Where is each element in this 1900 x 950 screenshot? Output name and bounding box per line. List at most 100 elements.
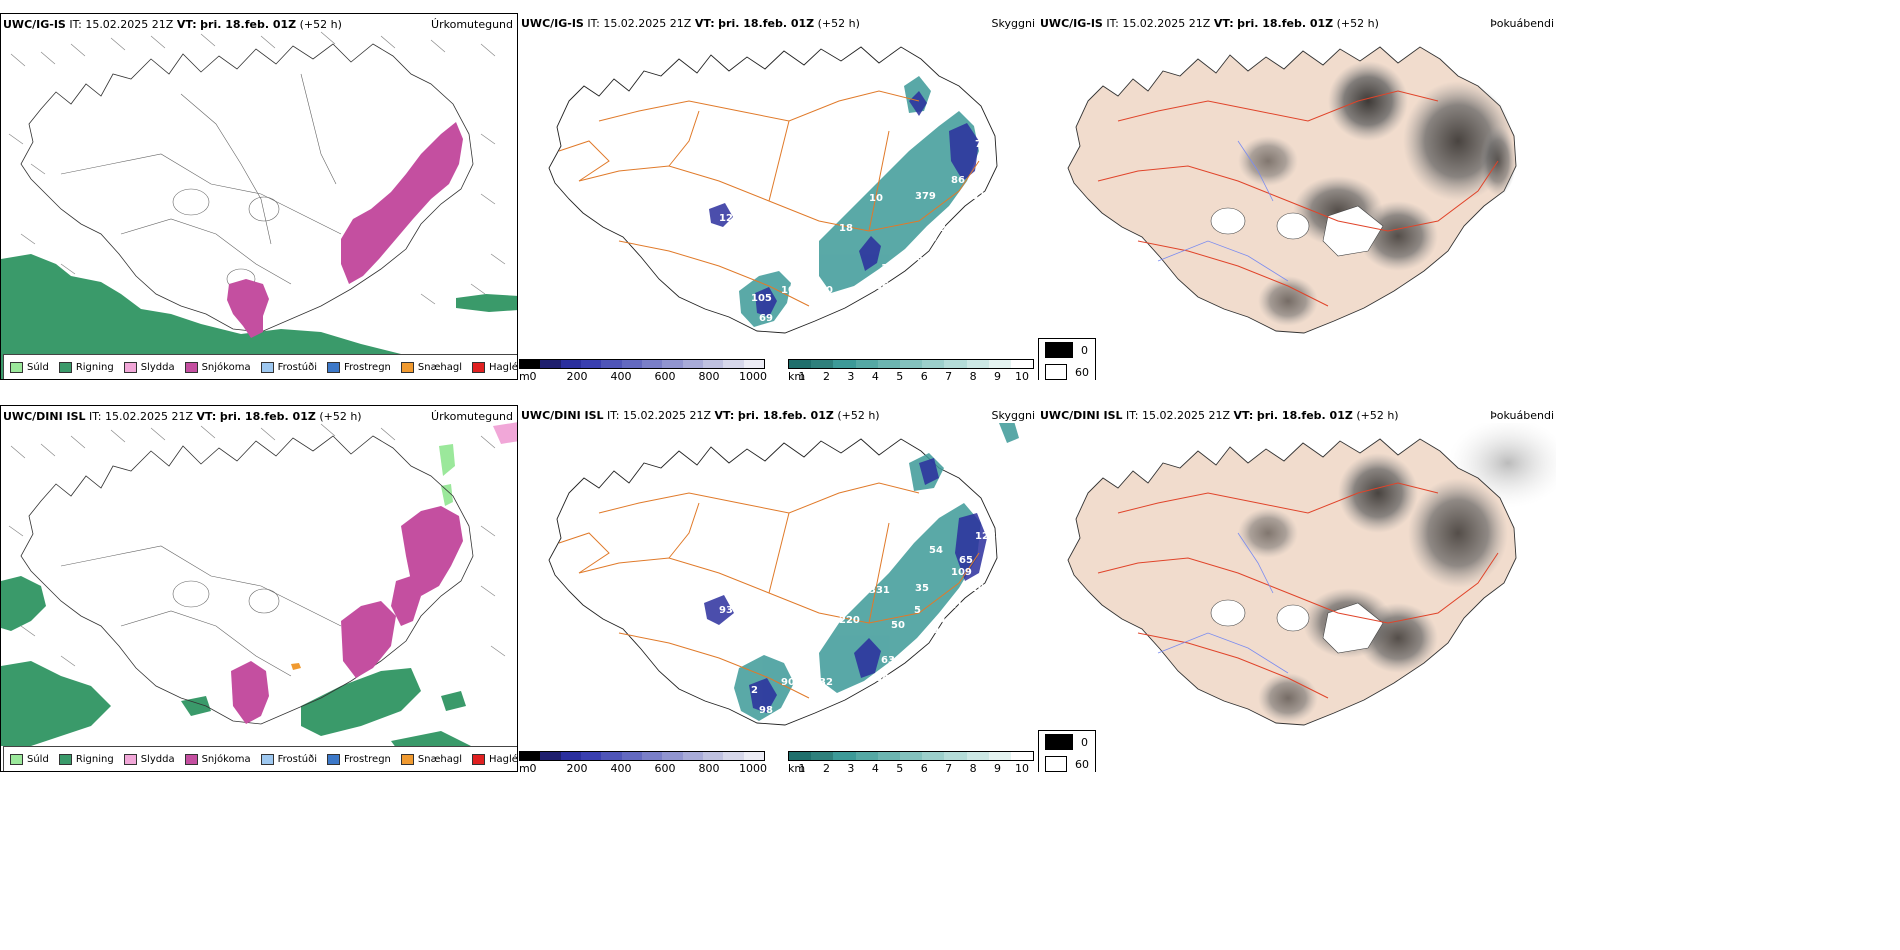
fog-index-map[interactable]: [1038, 423, 1556, 753]
cloud-colorbar-tick: 3: [847, 370, 855, 380]
visibility-label: 117: [797, 271, 818, 282]
precip-map[interactable]: [1, 14, 518, 380]
visibility-label: 49: [927, 101, 941, 112]
terrain-colorbar-tick: 200: [566, 370, 588, 380]
cloud-colorbar-tick: 2: [822, 370, 830, 380]
terrain-unit: m: [519, 762, 530, 772]
iceland-outline: [20, 435, 474, 725]
cloud-colorbar-tick: 4: [871, 370, 879, 380]
visibility-label: 18: [839, 223, 853, 234]
cloud-colorbar-swatch: [1010, 752, 1034, 760]
precip-map[interactable]: [1, 406, 518, 772]
panel-title: UWC/DINI ISL IT: 15.02.2025 21Z VT: þri.…: [1040, 409, 1399, 422]
glaciers-white: [1210, 599, 1384, 654]
cloud-colorbar-tick: 9: [994, 762, 1002, 772]
terrain-colorbar-swatch: [621, 752, 642, 760]
legend-swatch: [123, 753, 137, 765]
rain-area: [441, 691, 466, 711]
visibility-label: 109: [951, 567, 972, 578]
legend-item-drizzle: Súld: [10, 753, 49, 765]
visibility-label: 98: [759, 705, 773, 716]
legend-item-hail: Haglél: [472, 753, 517, 765]
terrain-colorbar-swatch: [580, 752, 602, 760]
terrain-colorbar-swatches: [519, 751, 765, 761]
legend-item-sleet: Slydda: [123, 361, 175, 373]
legend-item-freezing-rain: Frostregn: [327, 753, 391, 765]
terrain-colorbar-ticks: 0 200 400 600 800 1000: [519, 369, 768, 380]
panel-title: UWC/IG-IS IT: 15.02.2025 21Z VT: þri. 18…: [521, 17, 860, 30]
cloud-colorbar-swatch: [922, 360, 945, 368]
precip-snow: [227, 122, 463, 338]
visibility-label: 93: [719, 605, 733, 616]
cloud-colorbar-swatch: [899, 360, 923, 368]
cloud-colorbar-tick: 7: [945, 370, 953, 380]
fog-index-map[interactable]: [1038, 31, 1556, 361]
field-name: Úrkomutegund: [431, 410, 513, 423]
legend-item-rain: Rigning: [58, 753, 114, 765]
legend-swatch: [260, 753, 274, 765]
fog-legend-swatch: [1045, 734, 1073, 750]
fog-legend-swatch: [1045, 364, 1067, 380]
cloud-colorbar-tick: 1: [798, 370, 806, 380]
terrain-colorbar-swatch: [601, 360, 622, 368]
visibility-label: 220: [839, 615, 860, 626]
precip-rain: [1, 254, 517, 379]
visibility-label: 105: [751, 293, 772, 304]
field-name: Þokuábendi: [1490, 17, 1554, 30]
visibility-label: 63: [881, 655, 895, 666]
visibility-label: 107: [781, 285, 802, 296]
cloud-colorbar-swatch: [1010, 360, 1034, 368]
cloud-colorbar-tick: 6: [920, 762, 928, 772]
visibility-label: 62: [971, 191, 985, 202]
terrain-colorbar-swatch: [520, 752, 541, 760]
cloud-colorbar-swatch: [988, 360, 1011, 368]
cloud-colorbar-swatch: [811, 360, 834, 368]
legend-item-snow-grains: Snæhagl: [400, 361, 462, 373]
legend-swatch: [184, 361, 198, 373]
glaciers-white: [1210, 205, 1384, 257]
legend-swatch: [10, 753, 23, 765]
visibility-label: 10: [819, 285, 833, 296]
cloud-colorbar-swatch: [988, 752, 1011, 760]
terrain-blue-areas: [709, 91, 979, 317]
cloud-colorbar-swatch: [922, 752, 945, 760]
cloud-colorbar-swatches: [788, 359, 1034, 369]
panel-title: UWC/IG-IS IT: 15.02.2025 21Z VT: þri. 18…: [3, 18, 342, 31]
cloud-colorbar-tick: 10: [1015, 762, 1029, 772]
cloud-colorbar-swatches: [788, 751, 1034, 761]
cloud-colorbar-swatch: [966, 752, 989, 760]
visibility-label: 11: [949, 600, 963, 611]
cloud-colorbar-swatch: [877, 360, 900, 368]
snow-area: [231, 661, 269, 724]
visibility-label: 40: [925, 625, 939, 636]
cloud-colorbar-swatch: [833, 360, 856, 368]
terrain-colorbar-swatch: [682, 360, 703, 368]
visibility-label: 5: [914, 605, 921, 616]
cloud-colorbar-swatch: [855, 752, 878, 760]
legend-item-hail: Haglél: [472, 361, 517, 373]
terrain-colorbar-swatch: [743, 360, 764, 368]
terrain-colorbar-tick: 200: [566, 762, 588, 772]
visibility-label: 64: [875, 673, 889, 684]
visibility-label: 379: [915, 191, 936, 202]
visibility-label: 59: [909, 255, 923, 266]
visibility-label: 35: [917, 507, 931, 518]
cloud-colorbar-swatch: [789, 752, 812, 760]
cloud-colorbar-tick: 2: [822, 762, 830, 772]
field-name: Úrkomutegund: [431, 18, 513, 31]
visibility-label: 804: [927, 493, 948, 504]
precip-type-legend: Súld Rigning Slydda Snjókoma Frostúði Fr…: [3, 746, 517, 771]
terrain-colorbar-swatch: [641, 360, 663, 368]
fog-legend-row: 60: [1039, 361, 1095, 380]
terrain-colorbar-swatch: [580, 360, 602, 368]
cloud-visibility-map[interactable]: 1261056910711710118665917204379866277104…: [519, 31, 1037, 361]
cloud-colorbar-tick: 9: [994, 370, 1002, 380]
legend-swatch: [184, 753, 198, 765]
snow-area: [227, 279, 269, 338]
cloud-colorbar-swatch: [966, 360, 989, 368]
legend-swatch: [400, 361, 414, 373]
legend-item-sleet: Slydda: [123, 753, 175, 765]
field-name: Skyggni: [991, 409, 1035, 422]
